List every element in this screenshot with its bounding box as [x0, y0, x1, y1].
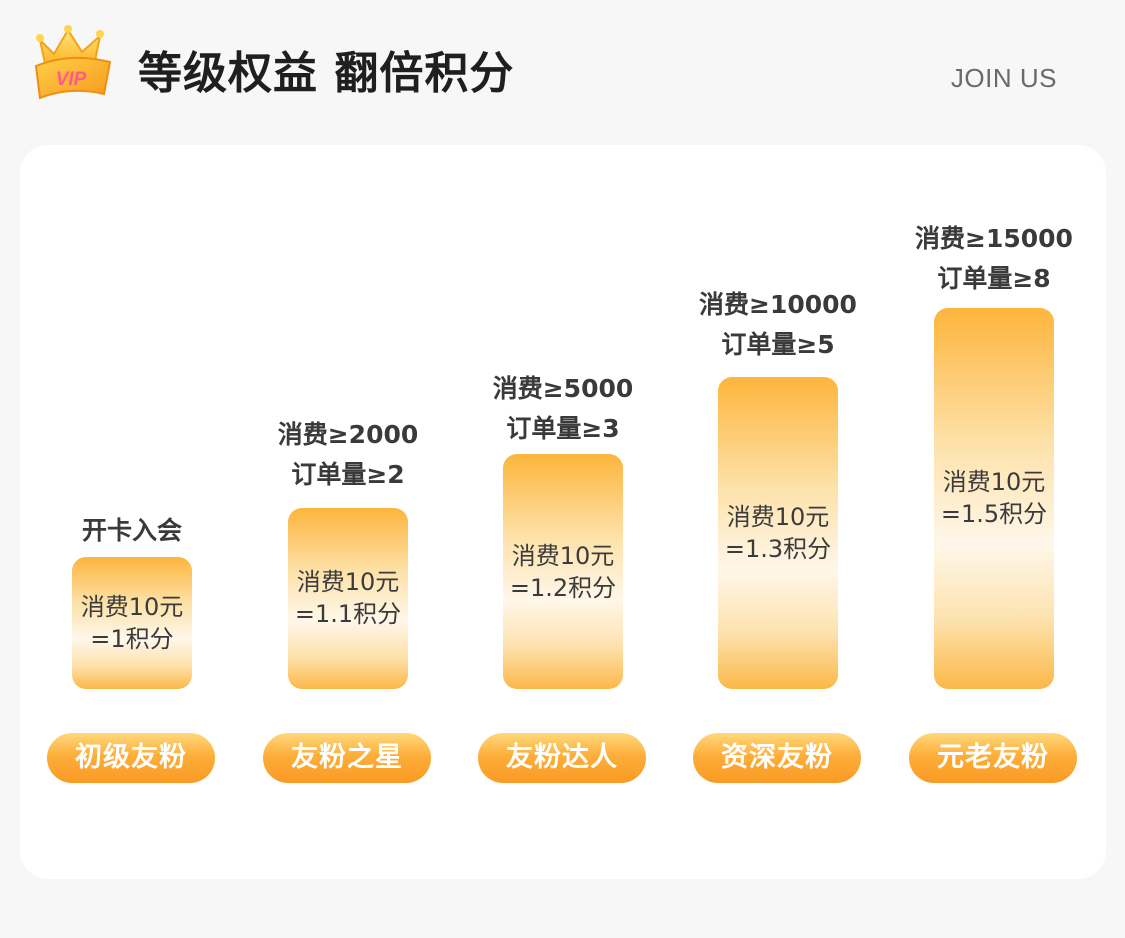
tier-level-bar: 消费10元 =1.1积分 — [288, 508, 408, 689]
tier-column: 消费≥15000 订单量≥8 消费10元 =1.5积分 元老友粉 — [909, 145, 1079, 845]
tier-name-badge[interactable]: 友粉之星 — [263, 733, 431, 783]
tier-requirement: 消费≥2000 订单量≥2 — [253, 415, 443, 495]
tier-rate: 消费10元 =1.5积分 — [934, 466, 1054, 530]
tier-column: 消费≥10000 订单量≥5 消费10元 =1.3积分 资深友粉 — [693, 145, 863, 845]
rate-line: =1.1积分 — [294, 600, 402, 628]
requirement-line: 消费≥5000 — [492, 374, 634, 403]
tier-rate: 消费10元 =1积分 — [72, 591, 192, 655]
tier-column: 消费≥2000 订单量≥2 消费10元 =1.1积分 友粉之星 — [263, 145, 433, 845]
requirement-line: 开卡入会 — [81, 516, 182, 545]
vip-badge-text: VIP — [56, 69, 87, 90]
tier-rate: 消费10元 =1.2积分 — [503, 540, 623, 604]
join-us-label: JOIN US — [950, 63, 1057, 93]
requirement-line: 消费≥2000 — [277, 420, 419, 449]
tiers-card: 开卡入会 消费10元 =1积分 初级友粉 消费≥2000 订单量≥2 消费10元… — [20, 145, 1106, 879]
requirement-line: 订单量≥2 — [291, 460, 405, 489]
tier-level-bar: 消费10元 =1积分 — [72, 557, 192, 689]
rate-line: =1.2积分 — [509, 574, 617, 602]
tier-level-bar: 消费10元 =1.3积分 — [718, 377, 838, 689]
tier-rate: 消费10元 =1.1积分 — [288, 566, 408, 630]
tier-requirement: 开卡入会 — [37, 511, 227, 551]
tier-column: 开卡入会 消费10元 =1积分 初级友粉 — [47, 145, 217, 845]
tier-level-bar: 消费10元 =1.2积分 — [503, 454, 623, 689]
tier-name-badge[interactable]: 初级友粉 — [47, 733, 215, 783]
page-title: 等级权益 翻倍积分 — [138, 48, 515, 99]
tier-requirement: 消费≥5000 订单量≥3 — [468, 369, 658, 449]
rate-line: 消费10元 — [296, 568, 400, 596]
rate-line: 消费10元 — [726, 503, 830, 531]
tier-column: 消费≥5000 订单量≥3 消费10元 =1.2积分 友粉达人 — [478, 145, 648, 845]
requirement-line: 订单量≥3 — [506, 414, 620, 443]
header: VIP 等级权益 翻倍积分 JOIN US — [0, 0, 1125, 140]
rate-line: =1.5积分 — [940, 500, 1048, 528]
tier-level-bar: 消费10元 =1.5积分 — [934, 308, 1054, 689]
tier-name-badge[interactable]: 元老友粉 — [909, 733, 1077, 783]
requirement-line: 订单量≥8 — [937, 264, 1051, 293]
vip-crown-icon: VIP — [34, 25, 112, 100]
tier-rate: 消费10元 =1.3积分 — [718, 501, 838, 565]
rate-line: =1.3积分 — [724, 535, 832, 563]
requirement-line: 消费≥15000 — [915, 224, 1073, 253]
requirement-line: 订单量≥5 — [721, 330, 835, 359]
tier-name-badge[interactable]: 友粉达人 — [478, 733, 646, 783]
rate-line: =1积分 — [90, 625, 174, 653]
rate-line: 消费10元 — [511, 542, 615, 570]
tier-requirement: 消费≥10000 订单量≥5 — [683, 285, 873, 365]
requirement-line: 消费≥10000 — [699, 290, 857, 319]
tier-requirement: 消费≥15000 订单量≥8 — [899, 219, 1089, 299]
tier-name-badge[interactable]: 资深友粉 — [693, 733, 861, 783]
rate-line: 消费10元 — [942, 468, 1046, 496]
rate-line: 消费10元 — [80, 593, 184, 621]
